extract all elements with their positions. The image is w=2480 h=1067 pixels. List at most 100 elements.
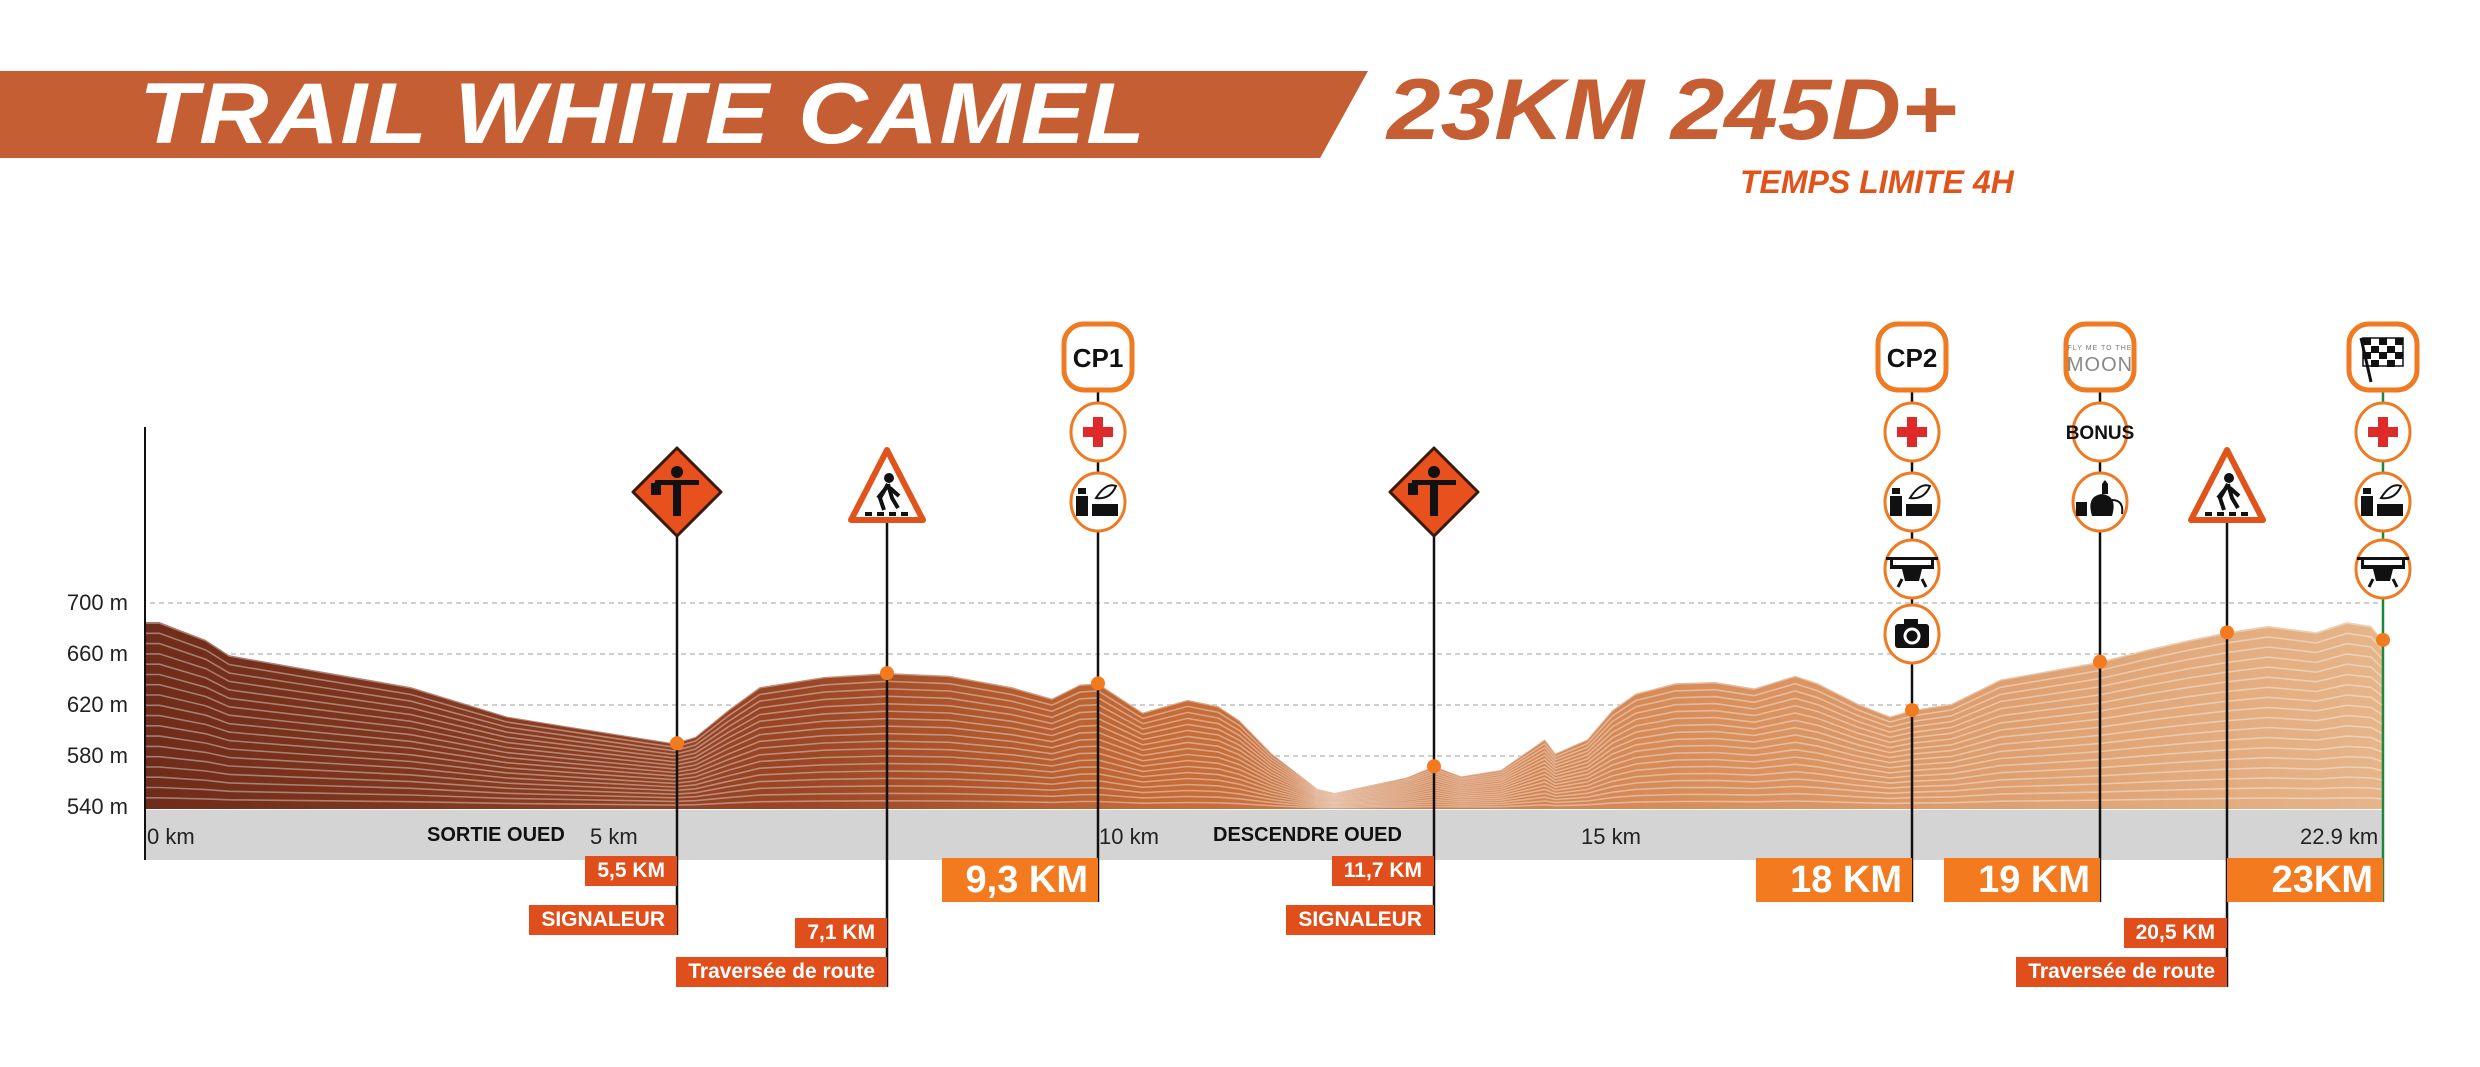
rotors bbox=[2357, 557, 2409, 560]
teapot-lid bbox=[2102, 480, 2108, 494]
y-tick-label: 660 m bbox=[66, 641, 128, 666]
moon-logo-text: FLY ME TO THE bbox=[2068, 345, 2133, 352]
banana bbox=[1908, 484, 1932, 500]
flag-square bbox=[2363, 352, 2371, 359]
food-tray bbox=[2377, 504, 2403, 516]
flag-square bbox=[2379, 352, 2387, 359]
camera-top bbox=[1904, 619, 1918, 625]
camera-icon bbox=[1895, 619, 1929, 648]
head bbox=[2224, 473, 2234, 483]
body bbox=[673, 480, 681, 516]
badge-frame bbox=[2063, 321, 2137, 393]
moon-logo-text: MOON bbox=[2067, 354, 2133, 376]
profile-contour-line bbox=[145, 673, 2384, 799]
drone-icon bbox=[1886, 557, 1938, 588]
flag bbox=[1408, 483, 1418, 495]
bottle bbox=[1890, 496, 1902, 516]
marker-dot bbox=[1091, 676, 1105, 691]
profile-contour-line bbox=[145, 653, 2384, 797]
zone-label-descendre-oued: DESCENDRE OUED bbox=[1213, 824, 1402, 846]
bottle-cap bbox=[1078, 488, 1086, 494]
marker-label: 18 KM bbox=[1756, 858, 1912, 902]
food-icon bbox=[2361, 484, 2403, 516]
profile-contour-line bbox=[145, 796, 2384, 809]
teapot-handle bbox=[2111, 499, 2124, 515]
cross-bar bbox=[1083, 427, 1113, 437]
crosswalk-stripe bbox=[2217, 512, 2224, 516]
y-tick-label: 700 m bbox=[66, 590, 128, 615]
checkpoint-name: CP1 bbox=[1073, 343, 1124, 373]
first-aid-icon bbox=[1083, 417, 1113, 447]
pedestrian-crossing-sign-icon bbox=[848, 447, 926, 523]
marker-label: Traversée de route bbox=[676, 957, 887, 987]
tea-icon bbox=[2076, 480, 2124, 516]
flagger-sign-icon bbox=[631, 446, 723, 538]
food-icon bbox=[1890, 484, 1932, 516]
time-limit: TEMPS LIMITE 4H bbox=[1740, 164, 2014, 200]
cross-bar bbox=[1897, 427, 1927, 437]
checkpoint-badge: CP2 bbox=[1875, 321, 1949, 393]
icon-circle bbox=[2354, 471, 2412, 533]
badge-frame bbox=[1061, 321, 1135, 393]
crosswalk-stripe bbox=[901, 512, 908, 516]
head bbox=[884, 473, 894, 483]
x-tick-label: 0 km bbox=[147, 824, 195, 849]
crosswalk-stripe bbox=[2241, 512, 2248, 516]
crosswalk-stripe bbox=[2205, 512, 2212, 516]
marker-label: 23KM bbox=[2227, 858, 2383, 902]
arms bbox=[655, 480, 699, 485]
bonus-icon: BONUS bbox=[2066, 423, 2135, 444]
marker-label: Traversée de route bbox=[2016, 957, 2227, 987]
rotors bbox=[1886, 557, 1938, 560]
marker-dot bbox=[670, 736, 684, 751]
marker-dot bbox=[880, 666, 894, 681]
profile-contour-line bbox=[145, 786, 2384, 809]
food-tray bbox=[1092, 504, 1118, 516]
crosswalk-stripe bbox=[877, 512, 884, 516]
marker-dot bbox=[2093, 654, 2107, 669]
bottle bbox=[2361, 496, 2373, 516]
flag-outline bbox=[2362, 337, 2404, 367]
profile-contour-line bbox=[145, 755, 2384, 806]
marker-dot bbox=[1905, 703, 1919, 718]
marker-label: 11,7 KM bbox=[1331, 856, 1434, 886]
icon-circle bbox=[1069, 471, 1127, 533]
food-tray bbox=[1906, 504, 1932, 516]
lens bbox=[1903, 627, 1921, 645]
legs bbox=[2367, 578, 2399, 588]
bottle-cap bbox=[1892, 488, 1900, 494]
flag-square bbox=[2387, 360, 2395, 367]
profile-contour-line bbox=[145, 704, 2384, 801]
profile-contour-line bbox=[145, 766, 2384, 807]
course-marker bbox=[1388, 446, 1480, 935]
profile-contour-line bbox=[145, 683, 2384, 800]
arms bbox=[1412, 480, 1456, 485]
marker-label: 19 KM bbox=[1944, 858, 2100, 902]
x-tick-label: 15 km bbox=[1581, 824, 1641, 849]
profile-contour-line bbox=[145, 776, 2384, 808]
course-marker: CP1 bbox=[1061, 321, 1135, 902]
glass bbox=[2076, 502, 2087, 516]
profile-contour-line bbox=[145, 724, 2384, 803]
camera-body bbox=[1895, 624, 1929, 648]
profile-contour-line bbox=[145, 735, 2384, 804]
drone-icon bbox=[2357, 557, 2409, 588]
x-tick-label: 10 km bbox=[1099, 824, 1159, 849]
first-aid-icon bbox=[2368, 417, 2398, 447]
marker-label: 9,3 KM bbox=[942, 858, 1098, 902]
profile-contour-line bbox=[145, 642, 2384, 796]
y-tick-label: 620 m bbox=[66, 692, 128, 717]
checkpoint-badge bbox=[2346, 321, 2420, 393]
walker bbox=[876, 483, 901, 511]
flag bbox=[651, 483, 661, 495]
marker-label: 20,5 KM bbox=[2123, 918, 2227, 948]
race-stats: 23KM 245D+ bbox=[1387, 62, 1958, 158]
arm-bar bbox=[2361, 565, 2405, 569]
course-marker bbox=[631, 446, 723, 935]
marker-label: SIGNALEUR bbox=[529, 905, 677, 935]
arm bbox=[2361, 557, 2364, 567]
first-aid-icon bbox=[1897, 417, 1927, 447]
marker-label: SIGNALEUR bbox=[1286, 905, 1434, 935]
